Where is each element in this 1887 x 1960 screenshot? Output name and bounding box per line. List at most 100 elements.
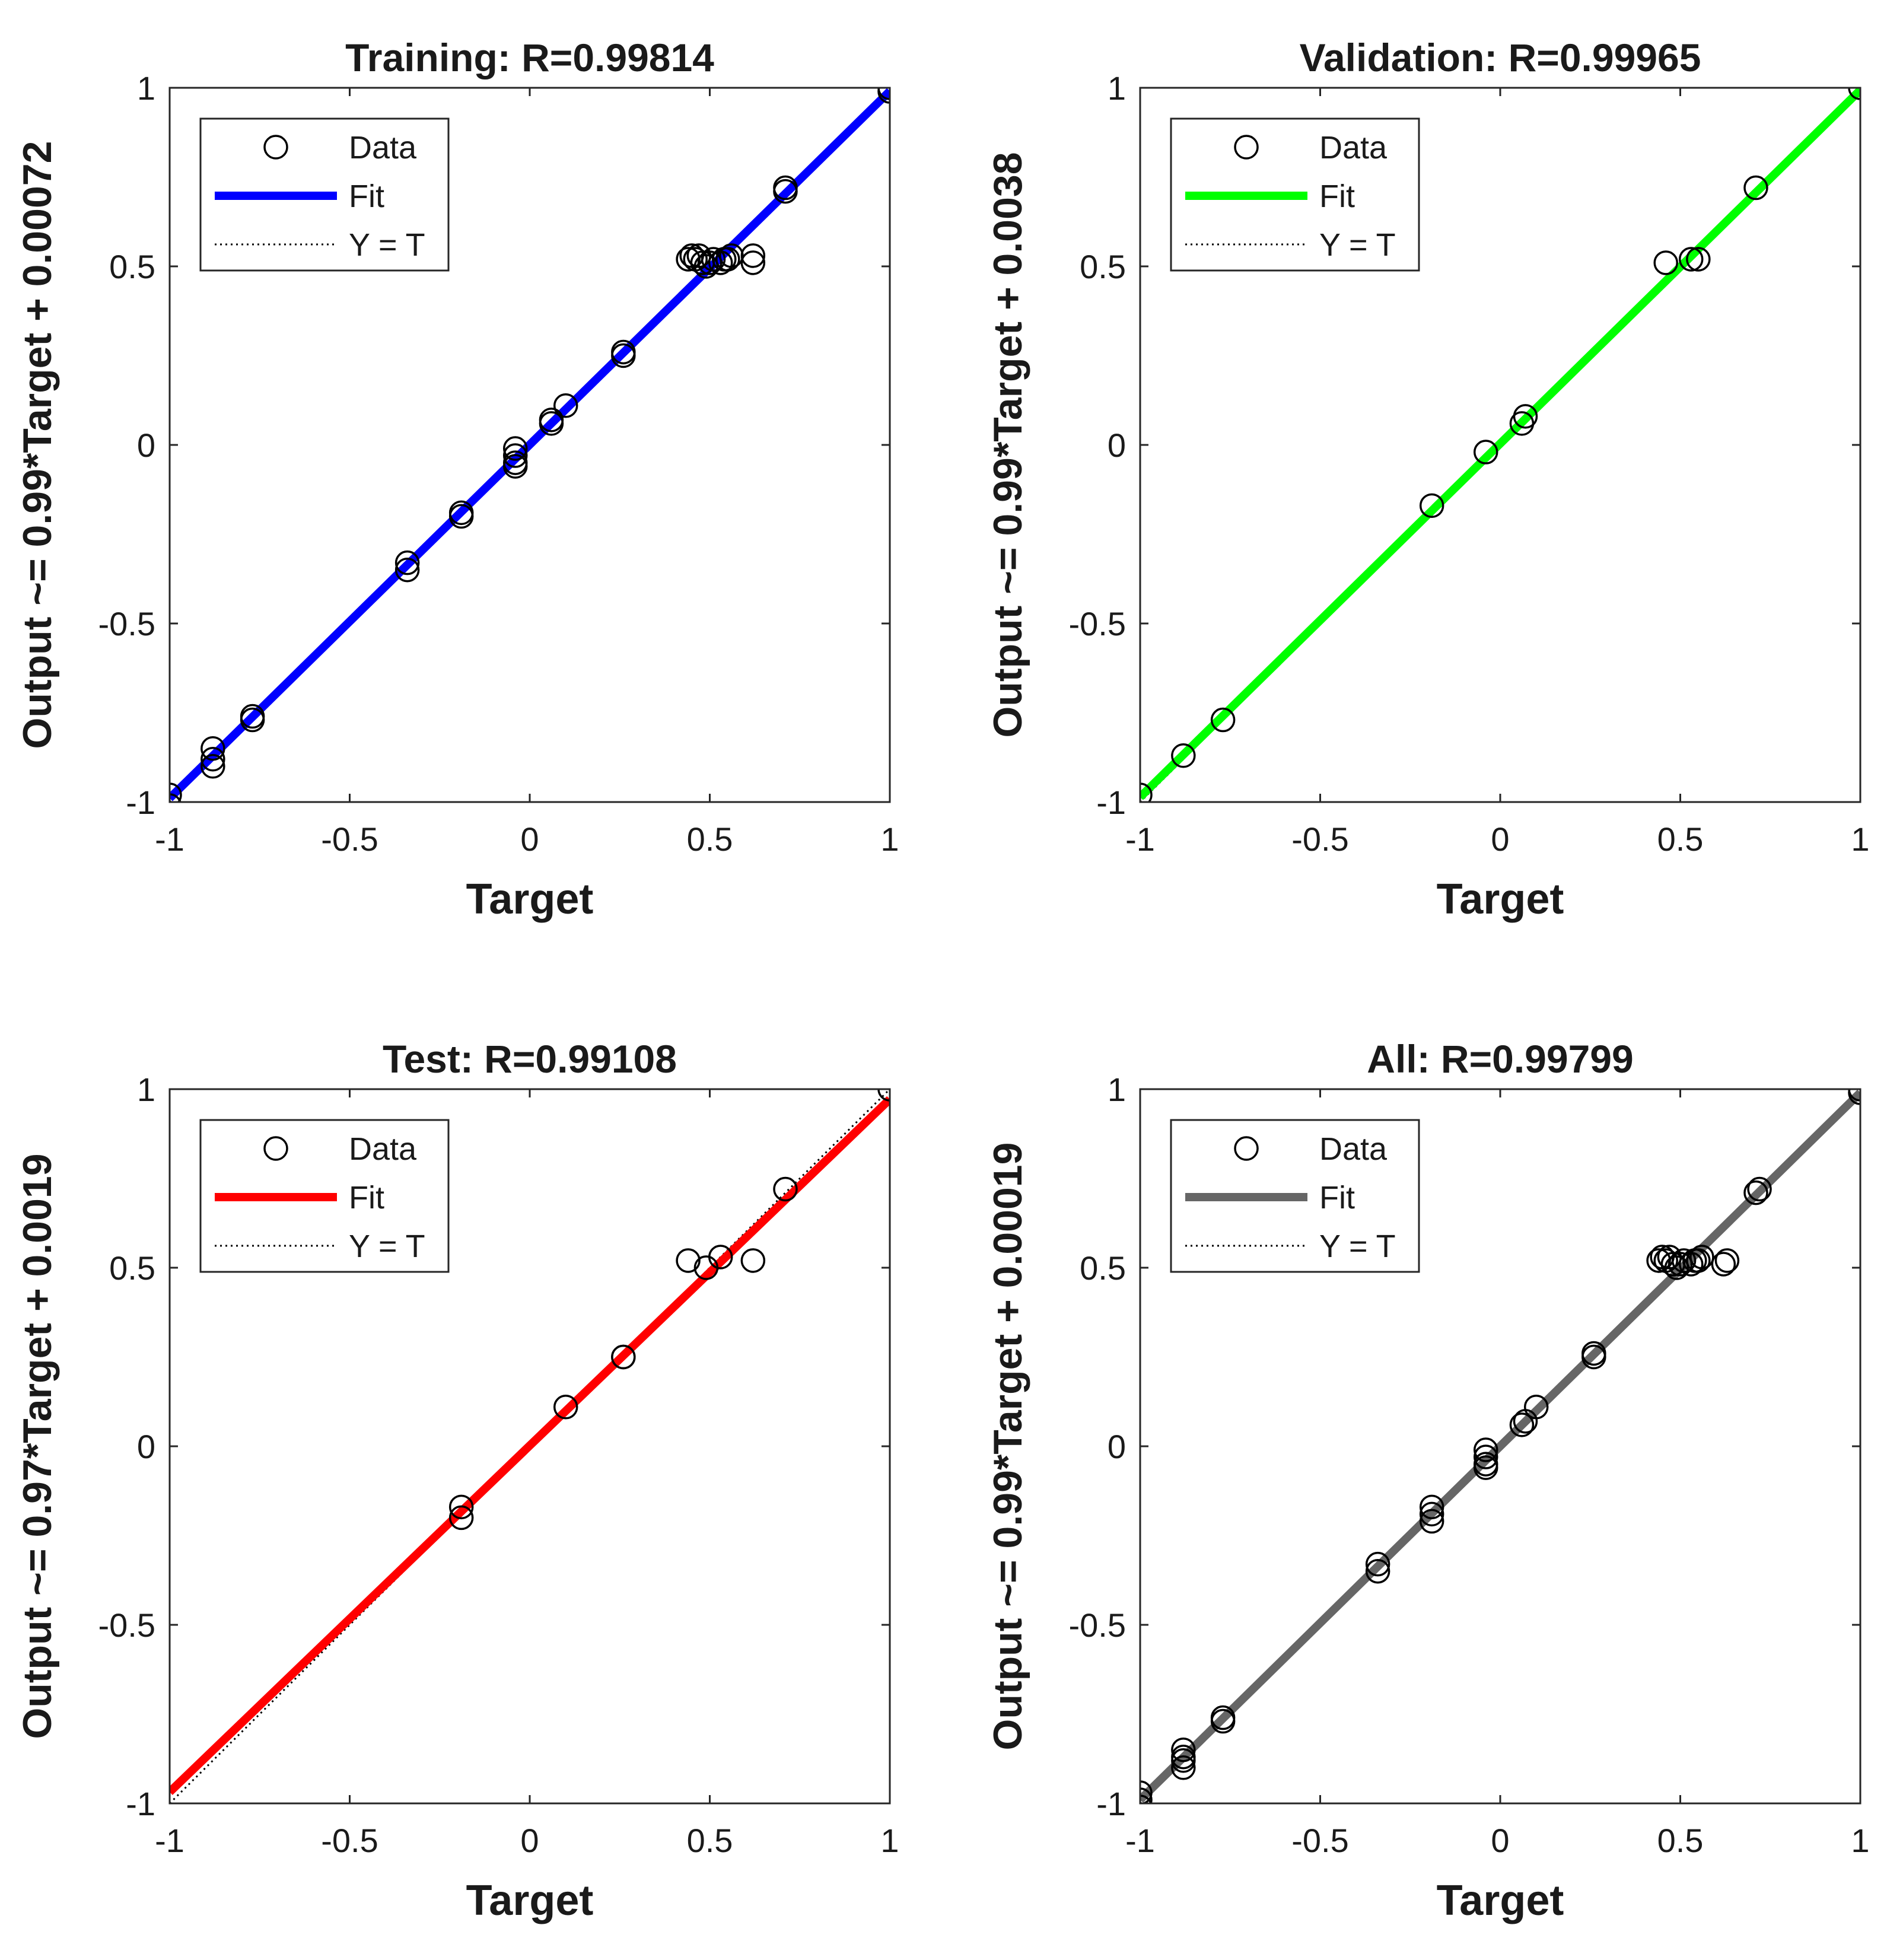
- y-tick-label: 0.5: [1080, 248, 1126, 285]
- y-tick-label: 0.5: [109, 248, 155, 285]
- data-point: [1473, 1455, 1498, 1480]
- x-axis-label: Target: [466, 876, 594, 923]
- y-tick-label: -0.5: [98, 1606, 156, 1644]
- x-tick-label: 0.5: [1657, 820, 1704, 858]
- x-tick-label: -1: [1125, 820, 1155, 858]
- x-tick-label: 0: [520, 1822, 539, 1859]
- data-point: [1686, 247, 1711, 272]
- data-point: [740, 250, 766, 275]
- data-point: [611, 1344, 636, 1370]
- y-tick-label: -0.5: [1069, 1606, 1127, 1644]
- data-point: [240, 707, 265, 733]
- y-axis-label: Output ~= 0.99*Target + 0.00019: [985, 1143, 1030, 1751]
- data-point: [502, 436, 528, 461]
- legend-data-marker: [1234, 135, 1259, 160]
- data-point: [1210, 1708, 1236, 1734]
- data-point: [1581, 1344, 1606, 1370]
- data-point: [1419, 493, 1444, 518]
- x-tick-label: -0.5: [321, 820, 378, 858]
- data-point: [201, 736, 225, 761]
- data-point: [1743, 175, 1768, 201]
- fit-line: [1140, 1089, 1860, 1803]
- fit-line: [1140, 88, 1860, 800]
- y-tick-label: 1: [137, 1071, 155, 1108]
- plot-content: [1140, 88, 1860, 802]
- chart-panel-1: -1 -0.5 0 0.5 1 -1 -0.5 0 0.5 1 Training: R=0.9981…: [15, 36, 899, 923]
- data-point: [1365, 1551, 1390, 1577]
- data-point: [553, 1395, 578, 1420]
- y-tick-label: 0.5: [1080, 1249, 1126, 1287]
- chart-panel-2: -1 -0.5 0 0.5 1 -1 -0.5 0 0.5 1 Validation: R=0.99…: [985, 36, 1870, 923]
- y-tick-label: 0: [137, 1428, 155, 1465]
- data-point: [773, 1176, 798, 1202]
- data-point: [1473, 440, 1498, 464]
- data-point: [448, 1505, 474, 1531]
- y-tick-label: 0.5: [109, 1249, 155, 1287]
- legend-data-marker: [263, 135, 288, 160]
- plot-content: [170, 1089, 890, 1803]
- data-point: [1171, 743, 1196, 768]
- y-tick-label: -0.5: [1069, 605, 1127, 642]
- fit-line: [170, 1096, 890, 1795]
- x-tick-label: 0.5: [687, 820, 733, 858]
- data-point: [1210, 707, 1236, 733]
- data-point: [740, 1248, 766, 1273]
- plot-content: [170, 88, 890, 802]
- y-axis-label: Output ~= 0.99*Target + 0.00072: [15, 141, 60, 749]
- data-point: [1686, 1248, 1711, 1273]
- x-axis-label: Target: [1437, 876, 1564, 923]
- legend-label: Fit: [1319, 179, 1355, 214]
- legend-label: Data: [349, 130, 417, 166]
- y-tick-label: 0: [1108, 1428, 1126, 1465]
- plot-content: [1140, 1089, 1860, 1803]
- data-point: [1653, 250, 1678, 275]
- chart-title: All: R=0.99799: [1367, 1037, 1633, 1081]
- x-axis-label: Target: [1437, 1877, 1564, 1924]
- y-tick-label: 1: [1108, 69, 1126, 107]
- x-tick-label: 0: [1491, 1822, 1509, 1859]
- data-point: [1140, 1787, 1153, 1803]
- legend-label: Fit: [1319, 1180, 1355, 1216]
- data-point: [448, 1494, 474, 1520]
- data-point: [740, 243, 766, 268]
- data-point: [1711, 1252, 1736, 1277]
- legend-label: Data: [1319, 130, 1388, 166]
- data-point: [1473, 1437, 1498, 1462]
- x-tick-label: 1: [880, 820, 899, 858]
- y-tick-label: 1: [137, 69, 155, 107]
- data-point: [1848, 1089, 1860, 1105]
- legend-label: Fit: [349, 1180, 384, 1216]
- data-point: [502, 454, 528, 479]
- x-tick-label: -1: [1125, 1822, 1155, 1859]
- legend: Data Fit Y = T: [1170, 1119, 1420, 1273]
- x-tick-label: -0.5: [1291, 1822, 1349, 1859]
- x-tick-label: 0: [1491, 820, 1509, 858]
- data-point: [170, 782, 182, 802]
- y-axis-label: Output ~= 0.97*Target + 0.0019: [15, 1153, 60, 1739]
- legend-label: Data: [1319, 1131, 1388, 1167]
- x-tick-label: -1: [155, 820, 184, 858]
- data-point: [676, 1248, 701, 1273]
- data-point: [715, 247, 740, 272]
- chart-panel-4: -1 -0.5 0 0.5 1 -1 -0.5 0 0.5 1 All: R=0.99799 Targ…: [985, 1037, 1870, 1924]
- legend-label: Fit: [349, 179, 384, 214]
- data-point: [502, 443, 528, 468]
- x-tick-label: 1: [880, 1822, 899, 1859]
- data-point: [539, 408, 564, 432]
- y-axis-label: Output ~= 0.99*Target + 0.0038: [985, 152, 1030, 737]
- data-point: [1523, 1395, 1549, 1420]
- x-tick-label: 0.5: [1657, 1822, 1704, 1859]
- legend-label: Y = T: [1319, 1229, 1396, 1264]
- legend-label: Y = T: [1319, 227, 1396, 263]
- data-point: [448, 504, 474, 529]
- data-point: [553, 393, 578, 418]
- x-tick-label: -0.5: [321, 1822, 378, 1859]
- legend-label: Y = T: [349, 227, 425, 263]
- data-point: [697, 250, 723, 275]
- data-point: [1171, 1755, 1196, 1780]
- y-tick-label: 1: [1108, 1071, 1126, 1108]
- data-point: [394, 550, 420, 575]
- data-point: [1678, 247, 1704, 272]
- data-point: [877, 88, 890, 104]
- data-point: [1140, 782, 1153, 802]
